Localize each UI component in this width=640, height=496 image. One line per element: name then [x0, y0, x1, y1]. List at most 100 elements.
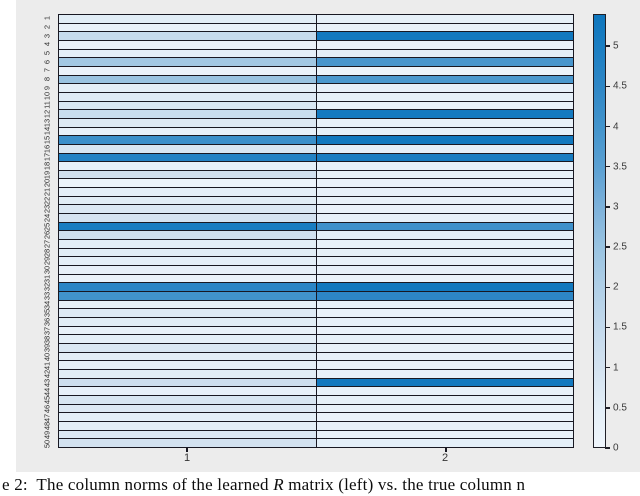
heatmap-row	[59, 196, 573, 206]
y-tick-label: 31	[42, 274, 52, 283]
heatmap-cell	[59, 439, 317, 447]
heatmap-cell	[59, 101, 317, 110]
heatmap-cell	[59, 222, 317, 231]
y-tick-label: 42	[42, 370, 52, 379]
heatmap-row	[59, 136, 573, 145]
heatmap-row	[59, 300, 573, 310]
heatmap-cell	[59, 257, 317, 266]
figure-caption: e 2: The column norms of the learned R m…	[2, 475, 640, 495]
heatmap-cell	[59, 326, 317, 335]
y-tick-label: 38	[42, 335, 52, 344]
y-tick-label: 44	[42, 387, 52, 396]
y-tick-label: 47	[42, 413, 52, 422]
heatmap-cell	[316, 84, 573, 92]
heatmap-cell	[316, 23, 573, 32]
heatmap-row	[59, 153, 573, 163]
y-tick-label: 32	[42, 283, 52, 292]
heatmap-cell	[316, 136, 573, 144]
heatmap-cell	[59, 188, 317, 196]
y-tick-label: 4	[42, 42, 52, 47]
heatmap-cell	[316, 248, 573, 257]
colorbar-tick-mark	[605, 447, 610, 449]
heatmap-cell	[316, 58, 573, 66]
colorbar-tick-label: 3	[613, 201, 619, 213]
heatmap-cell	[316, 395, 573, 404]
heatmap-row	[59, 335, 573, 344]
heatmap-cell	[316, 309, 573, 317]
caption-text-prefix: e 2: The column norms of the learned	[2, 475, 274, 494]
colorbar-tick-mark	[605, 45, 610, 47]
heatmap-cell	[59, 231, 317, 240]
heatmap-cell	[59, 387, 317, 395]
heatmap-cell	[316, 32, 573, 40]
heatmap-row	[59, 222, 573, 232]
y-tick-label: 30	[42, 265, 52, 275]
heatmap-cell	[316, 292, 573, 300]
heatmap-row	[59, 387, 573, 396]
x-tick-mark-2	[445, 448, 447, 452]
y-tick-label: 39	[42, 344, 52, 353]
y-tick-label: 49	[42, 430, 52, 440]
caption-math-R: R	[273, 475, 284, 494]
heatmap-cell	[316, 378, 573, 387]
heatmap-cell	[59, 309, 317, 317]
heatmap-cell	[59, 421, 317, 430]
heatmap-cell	[316, 240, 573, 248]
heatmap-cell	[316, 257, 573, 266]
heatmap-cell	[59, 413, 317, 421]
heatmap-row	[59, 317, 573, 327]
heatmap-cell	[59, 395, 317, 404]
heatmap-row	[59, 266, 573, 275]
heatmap-cell	[59, 92, 317, 101]
y-tick-label: 48	[42, 422, 52, 431]
y-tick-label: 2	[42, 24, 52, 30]
heatmap-cell	[316, 40, 573, 49]
heatmap-cell	[59, 283, 317, 291]
colorbar-tick-label: 0.5	[613, 402, 627, 414]
heatmap-cell	[59, 153, 317, 162]
heatmap-cell	[59, 404, 317, 413]
heatmap-cell	[316, 343, 573, 352]
colorbar	[593, 14, 606, 448]
y-tick-label: 23	[42, 205, 52, 214]
y-tick-label: 6	[42, 59, 52, 64]
heatmap-cell	[316, 439, 573, 447]
heatmap-row	[59, 292, 573, 301]
y-tick-label: 24	[42, 213, 52, 223]
heatmap-row	[59, 395, 573, 405]
heatmap-row	[59, 101, 573, 111]
heatmap-row	[59, 92, 573, 102]
heatmap-cell	[316, 162, 573, 170]
heatmap-cell	[59, 23, 317, 32]
heatmap-cell	[59, 205, 317, 214]
heatmap-cell	[59, 84, 317, 92]
heatmap-cell	[59, 369, 317, 378]
heatmap-cell	[316, 170, 573, 179]
heatmap-cell	[59, 58, 317, 66]
heatmap-row	[59, 110, 573, 119]
colorbar-tick-mark	[605, 206, 610, 208]
y-tick-label: 16	[42, 144, 52, 153]
heatmap-row	[59, 369, 573, 379]
heatmap-row	[59, 23, 573, 33]
y-tick-label: 12	[42, 109, 52, 118]
heatmap-cell	[316, 110, 573, 118]
heatmap-cell	[316, 127, 573, 136]
heatmap-cell	[316, 92, 573, 101]
heatmap-cell	[59, 248, 317, 257]
y-tick-label: 26	[42, 231, 52, 240]
heatmap-cell	[316, 404, 573, 413]
colorbar-tick-label: 4	[613, 121, 619, 133]
heatmap-cell	[59, 179, 317, 188]
heatmap-cell	[59, 378, 317, 387]
y-tick-label: 3	[42, 33, 52, 38]
heatmap-cell	[316, 188, 573, 196]
heatmap-cell	[59, 162, 317, 170]
y-tick-label: 17	[42, 153, 52, 162]
heatmap-row	[59, 162, 573, 171]
heatmap-cell	[316, 300, 573, 309]
caption-text-suffix: matrix (left) vs. the true column n	[283, 475, 526, 494]
y-tick-label: 34	[42, 300, 52, 309]
colorbar-tick-label: 1	[613, 362, 619, 374]
heatmap-cell	[316, 66, 573, 75]
